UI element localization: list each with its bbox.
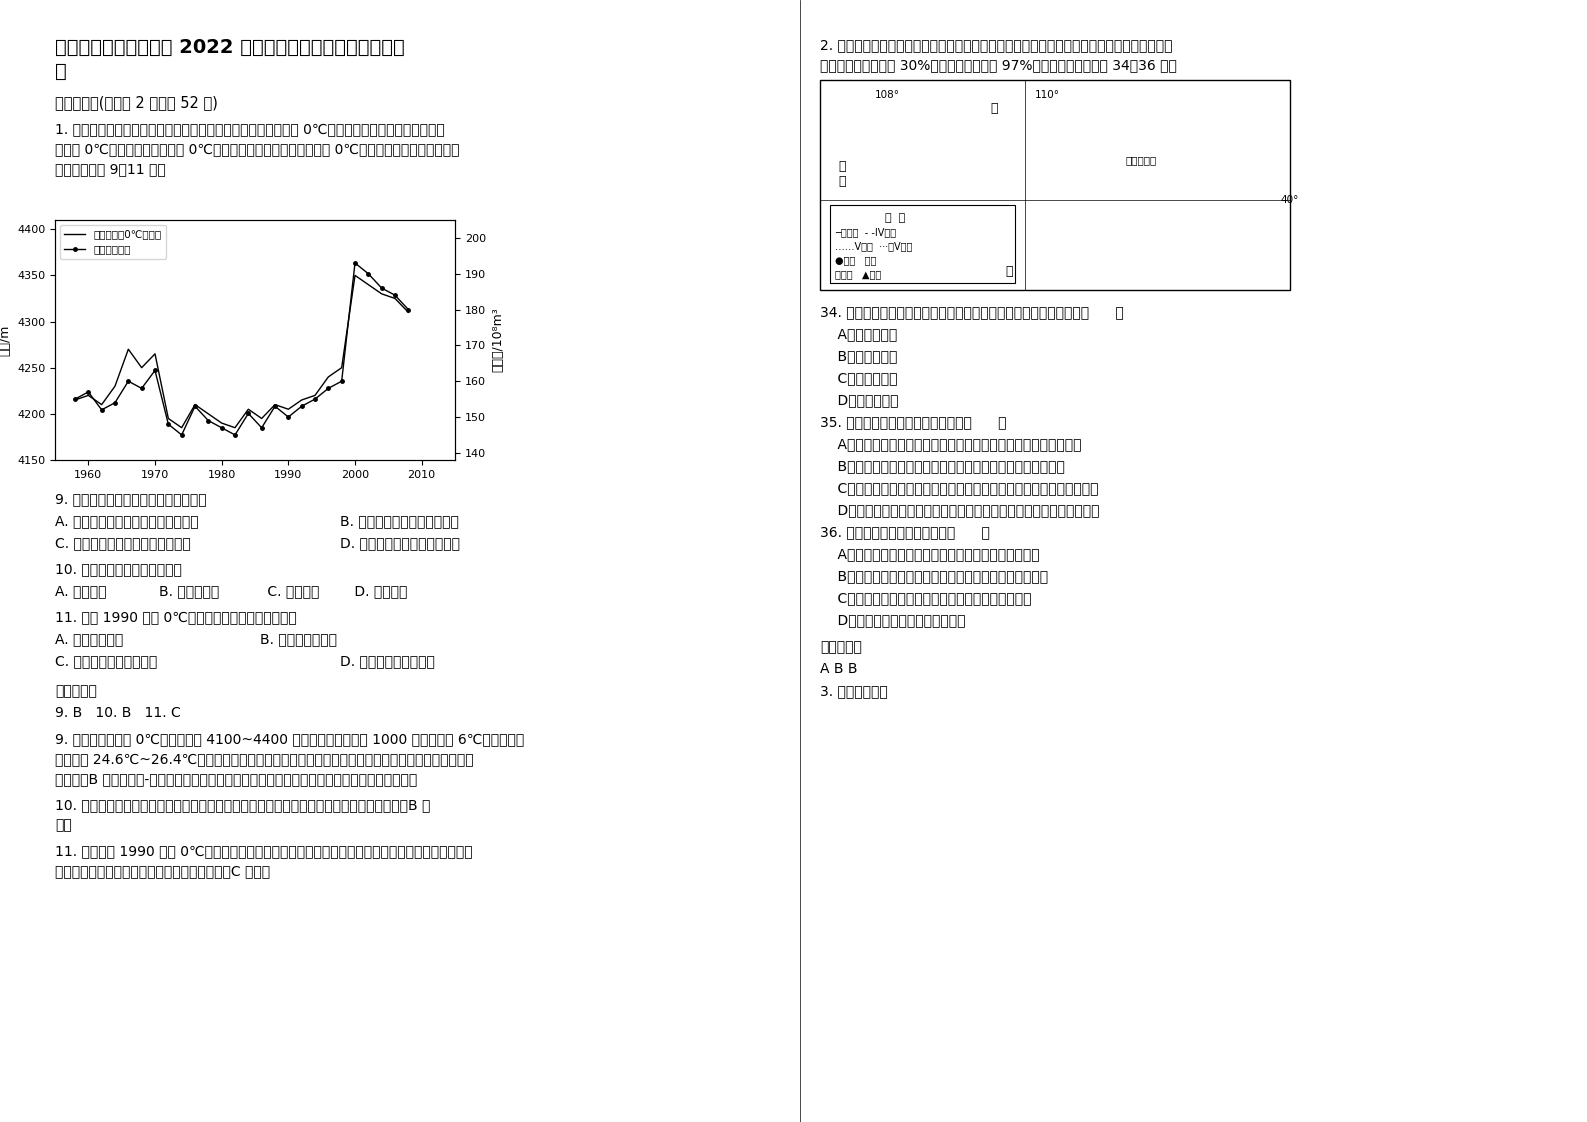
Text: 10. 从图中看该地区河流年径流量较小，且径流量年际变化小，最可能位于我国塔里木盆地，B 正: 10. 从图中看该地区河流年径流量较小，且径流量年际变化小，最可能位于我国塔里木… bbox=[56, 798, 430, 812]
Text: 2. 稀土被誉为新材料之母，广泛应用于光学、电子信息、航空航天等尖端科技领域，目前我国: 2. 稀土被誉为新材料之母，广泛应用于光学、电子信息、航空航天等尖端科技领域，目… bbox=[820, 38, 1173, 52]
Text: 的稀土储量占世界的 30%，供应了国际市场 97%的需求，读图，回答 34～36 题。: 的稀土储量占世界的 30%，供应了国际市场 97%的需求，读图，回答 34～36… bbox=[820, 58, 1178, 72]
Text: B．各地区降水和干湿状况发生变化，旱涝灾害更加频繁: B．各地区降水和干湿状况发生变化，旱涝灾害更加频繁 bbox=[820, 569, 1047, 583]
Y-axis label: 径流量/10⁸m³: 径流量/10⁸m³ bbox=[492, 307, 505, 373]
Text: 11. 从图中看 1990 年后 0℃层高度升高，原因是近地面气温升高，最可能是城市化与工业化的发展，: 11. 从图中看 1990 年后 0℃层高度升高，原因是近地面气温升高，最可能是… bbox=[56, 844, 473, 858]
Text: 110°: 110° bbox=[1035, 90, 1060, 100]
Text: C．丙地区水源充足，土壤肥沃，可以大力发展柑橘、苹果等经济作物: C．丙地区水源充足，土壤肥沃，可以大力发展柑橘、苹果等经济作物 bbox=[820, 481, 1098, 495]
Text: 35. 有关图示区域的说法，正确的是（      ）: 35. 有关图示区域的说法，正确的是（ ） bbox=[820, 415, 1006, 429]
Text: A. 巴黎盆地的主体树种树叶陆续泛黄: A. 巴黎盆地的主体树种树叶陆续泛黄 bbox=[56, 514, 198, 528]
Text: 向北凸，B 正确；墨累-达令盆地农民忙于种植小麦为秋季；北印度洋大洋环流呈逆时针为冬季。: 向北凸，B 正确；墨累-达令盆地农民忙于种植小麦为秋季；北印度洋大洋环流呈逆时针… bbox=[56, 772, 417, 787]
Text: 图  例: 图 例 bbox=[886, 213, 905, 223]
Text: 11. 图中 1990 年后 0℃层高度变化的原因，最可能是: 11. 图中 1990 年后 0℃层高度变化的原因，最可能是 bbox=[56, 610, 297, 624]
Text: 10. 据图推测，该地最可能位于: 10. 据图推测，该地最可能位于 bbox=[56, 562, 183, 576]
Text: 会出现 0℃层，即气象学上说的 0℃层高度。下图为我国某地某季节 0℃层高度与河流年径流量组合: 会出现 0℃层，即气象学上说的 0℃层高度。下图为我国某地某季节 0℃层高度与河… bbox=[56, 142, 460, 156]
Text: D．蒸发旺盛，全球气候更加干旱: D．蒸发旺盛，全球气候更加干旱 bbox=[820, 613, 965, 627]
Text: 丙: 丙 bbox=[1005, 265, 1013, 278]
Text: 图。据此完成 9～11 题。: 图。据此完成 9～11 题。 bbox=[56, 162, 165, 176]
Text: 参考答案：: 参考答案： bbox=[56, 684, 97, 698]
Bar bbox=[830, 205, 1016, 283]
Text: 地面气温 24.6℃~26.4℃，为夏季，巴黎盆地的主体树种树叶陆续泛黄为秋季；澳大利亚大陆等温线: 地面气温 24.6℃~26.4℃，为夏季，巴黎盆地的主体树种树叶陆续泛黄为秋季；… bbox=[56, 752, 473, 766]
Text: 1. 一般情况下，对流层气温与海拔呈负相关。当地面气温上升至 0℃以上时，在高空中的一定高度则: 1. 一般情况下，对流层气温与海拔呈负相关。当地面气温上升至 0℃以上时，在高空… bbox=[56, 122, 444, 136]
Text: A．原料导向型: A．原料导向型 bbox=[820, 327, 897, 341]
Text: D．动力导向型: D．动力导向型 bbox=[820, 393, 898, 407]
Text: C. 墨累达令盆地农民忙于种植小麦: C. 墨累达令盆地农民忙于种植小麦 bbox=[56, 536, 190, 550]
Text: 参考答案：: 参考答案： bbox=[820, 640, 862, 654]
Text: A. 全球气候变暖: A. 全球气候变暖 bbox=[56, 632, 124, 646]
Text: A．大气中二氧化碳浓度增加，两极地区冰川面积减少: A．大气中二氧化碳浓度增加，两极地区冰川面积减少 bbox=[820, 548, 1039, 561]
Text: 36. 全球气候变暖能带来的影响（      ）: 36. 全球气候变暖能带来的影响（ ） bbox=[820, 525, 990, 539]
Text: 3. 读下图，完成: 3. 读下图，完成 bbox=[820, 684, 887, 698]
Text: 黄: 黄 bbox=[838, 160, 846, 173]
Text: 9. 下列关于图示季节的叙述，正确的是: 9. 下列关于图示季节的叙述，正确的是 bbox=[56, 493, 206, 506]
Text: 河: 河 bbox=[838, 175, 846, 188]
Text: D．丁地河段径流量大，含沙量大，水质不好，应大量抽取地下水使用: D．丁地河段径流量大，含沙量大，水质不好，应大量抽取地下水使用 bbox=[820, 503, 1100, 517]
Text: A B B: A B B bbox=[820, 662, 857, 675]
Text: ～支流   ▲稀土: ～支流 ▲稀土 bbox=[835, 269, 881, 279]
Text: 9. B   10. B   11. C: 9. B 10. B 11. C bbox=[56, 706, 181, 720]
Text: 9. 从图中看该季节 0℃层高度海拔 4100~4400 米，根据海拔每升高 1000 米气温下降 6℃，可推出近: 9. 从图中看该季节 0℃层高度海拔 4100~4400 米，根据海拔每升高 1… bbox=[56, 732, 524, 746]
Text: 呼和浩特市: 呼和浩特市 bbox=[1125, 155, 1157, 165]
Text: B. 植被覆盖率提高: B. 植被覆盖率提高 bbox=[260, 632, 336, 646]
Text: 108°: 108° bbox=[874, 90, 900, 100]
Text: D. 大力开发利用新能源: D. 大力开发利用新能源 bbox=[340, 654, 435, 668]
Text: C. 城市化与工业化的发展: C. 城市化与工业化的发展 bbox=[56, 654, 157, 668]
Text: ●城市   省界: ●城市 省界 bbox=[835, 255, 876, 265]
Text: C．技术导向型: C．技术导向型 bbox=[820, 371, 898, 385]
Text: 40°: 40° bbox=[1281, 195, 1298, 205]
Text: A. 黄土高原            B. 塔里木盆地           C. 东北平原        D. 云贵高原: A. 黄土高原 B. 塔里木盆地 C. 东北平原 D. 云贵高原 bbox=[56, 583, 408, 598]
Text: ……V类水  ···超V类水: ……V类水 ···超V类水 bbox=[835, 241, 913, 251]
Text: B．市场导向型: B．市场导向型 bbox=[820, 349, 897, 364]
Text: D. 北印度洋大洋环流呈逆时针: D. 北印度洋大洋环流呈逆时针 bbox=[340, 536, 460, 550]
Text: B．乙地区是农耕区，应注意合理灌溉，防止土壤次生盐碱化: B．乙地区是农耕区，应注意合理灌溉，防止土壤次生盐碱化 bbox=[820, 459, 1065, 473]
Text: ─未监测  - -IV类水: ─未监测 - -IV类水 bbox=[835, 227, 897, 237]
Text: B. 澳大利亚大陆等温线向北凸: B. 澳大利亚大陆等温线向北凸 bbox=[340, 514, 459, 528]
Text: 一、选择题(每小题 2 分，共 52 分): 一、选择题(每小题 2 分，共 52 分) bbox=[56, 95, 217, 110]
Text: C．全球平均海平面上升，山地永久积雪的下界下降: C．全球平均海平面上升，山地永久积雪的下界下降 bbox=[820, 591, 1032, 605]
Bar bbox=[820, 80, 1290, 289]
Text: A．甲地区可利用当地丰富的稀土、水资源，发展成为重工业基地: A．甲地区可利用当地丰富的稀土、水资源，发展成为重工业基地 bbox=[820, 436, 1081, 451]
Y-axis label: 高度/m: 高度/m bbox=[0, 324, 11, 356]
Legend: 某地某季节0℃层高度, 河流年径流量: 某地某季节0℃层高度, 河流年径流量 bbox=[60, 226, 165, 259]
Text: 破坏植被，植被覆盖率下，调节气候功能减弱，C 正确。: 破坏植被，植被覆盖率下，调节气候功能减弱，C 正确。 bbox=[56, 864, 270, 879]
Text: 34. 图中甲地是我国稀土矿产量最多的地区，该地的稀土开采业属于（      ）: 34. 图中甲地是我国稀土矿产量最多的地区，该地的稀土开采业属于（ ） bbox=[820, 305, 1124, 319]
Text: 甲: 甲 bbox=[990, 102, 998, 114]
Text: 析: 析 bbox=[56, 62, 67, 81]
Text: 确。: 确。 bbox=[56, 818, 71, 833]
Text: 湖北省鄂州市第六中学 2022 年高三地理上学期期末试题含解: 湖北省鄂州市第六中学 2022 年高三地理上学期期末试题含解 bbox=[56, 38, 405, 57]
